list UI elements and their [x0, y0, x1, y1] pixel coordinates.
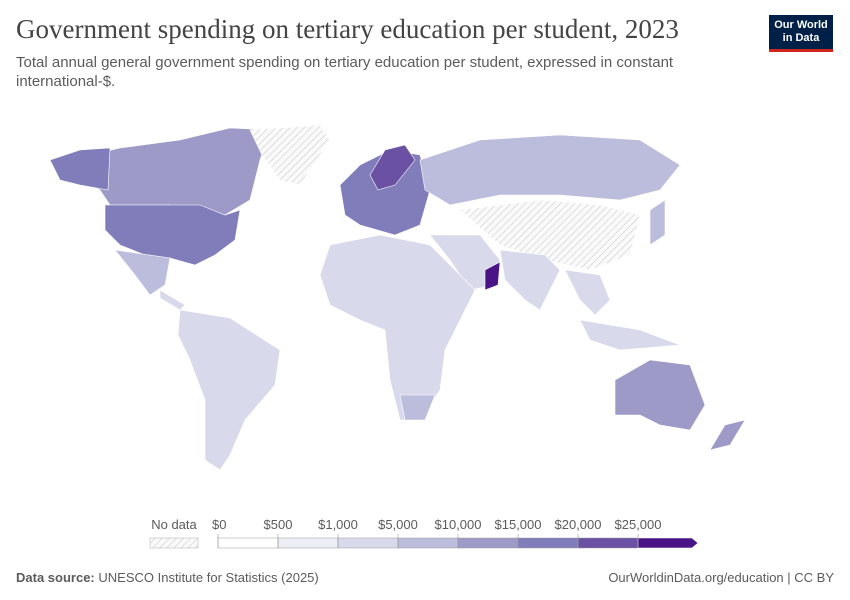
- source-url[interactable]: OurWorldinData.org/education | CC BY: [608, 570, 834, 585]
- country: [579, 319, 681, 351]
- country: [499, 249, 561, 311]
- legend-tick-label: $15,000: [495, 517, 542, 532]
- source: Data source: UNESCO Institute for Statis…: [16, 570, 319, 585]
- title: Government spending on tertiary educatio…: [16, 14, 679, 44]
- legend-tick-label: $5,000: [378, 517, 418, 532]
- country: [564, 269, 611, 316]
- legend-swatch: [277, 537, 339, 549]
- source-label: Data source:: [16, 570, 95, 585]
- world-map: No data $0 $500 $1,000 $5,000 $10,000 $15,000…: [49, 124, 746, 549]
- country: [399, 394, 436, 421]
- legend-tick-label: $0: [212, 517, 226, 532]
- country: [649, 199, 666, 246]
- legend-swatch: [577, 537, 639, 549]
- legend-swatch: [517, 537, 579, 549]
- legend-tick-label: $1,000: [318, 517, 358, 532]
- legend-tick-label: $25,000: [615, 517, 662, 532]
- logo-text: Our World: [774, 19, 828, 31]
- source-text: UNESCO Institute for Statistics (2025): [98, 570, 319, 585]
- country: [114, 249, 171, 296]
- country: [484, 261, 501, 291]
- country: [159, 289, 186, 311]
- legend-tick-label: $20,000: [555, 517, 602, 532]
- country: [69, 127, 271, 216]
- logo[interactable]: Our World in Data: [769, 15, 833, 52]
- legend-swatch: [457, 537, 519, 549]
- legend-tick-label: $10,000: [435, 517, 482, 532]
- country: [709, 419, 746, 451]
- country: [49, 147, 111, 191]
- country: [249, 124, 331, 186]
- country: [419, 134, 681, 206]
- legend-tick-label: $500: [264, 517, 293, 532]
- legend-swatch: [217, 537, 279, 549]
- country: [339, 149, 431, 236]
- logo-text: in Data: [782, 32, 820, 44]
- legend-no-data-swatch: [149, 537, 199, 549]
- legend-swatch: [337, 537, 399, 549]
- legend-swatch: [397, 537, 459, 549]
- legend: No data $0 $500 $1,000 $5,000 $10,000 $15,000…: [149, 517, 699, 549]
- legend-no-data-label: No data: [151, 517, 197, 532]
- countries: [49, 124, 746, 471]
- country: [459, 199, 641, 271]
- country: [177, 309, 281, 471]
- subtitle: Total annual general government spending…: [16, 54, 674, 90]
- country: [614, 359, 706, 431]
- legend-swatch: [637, 537, 699, 549]
- country: [104, 204, 241, 266]
- country: [369, 144, 416, 191]
